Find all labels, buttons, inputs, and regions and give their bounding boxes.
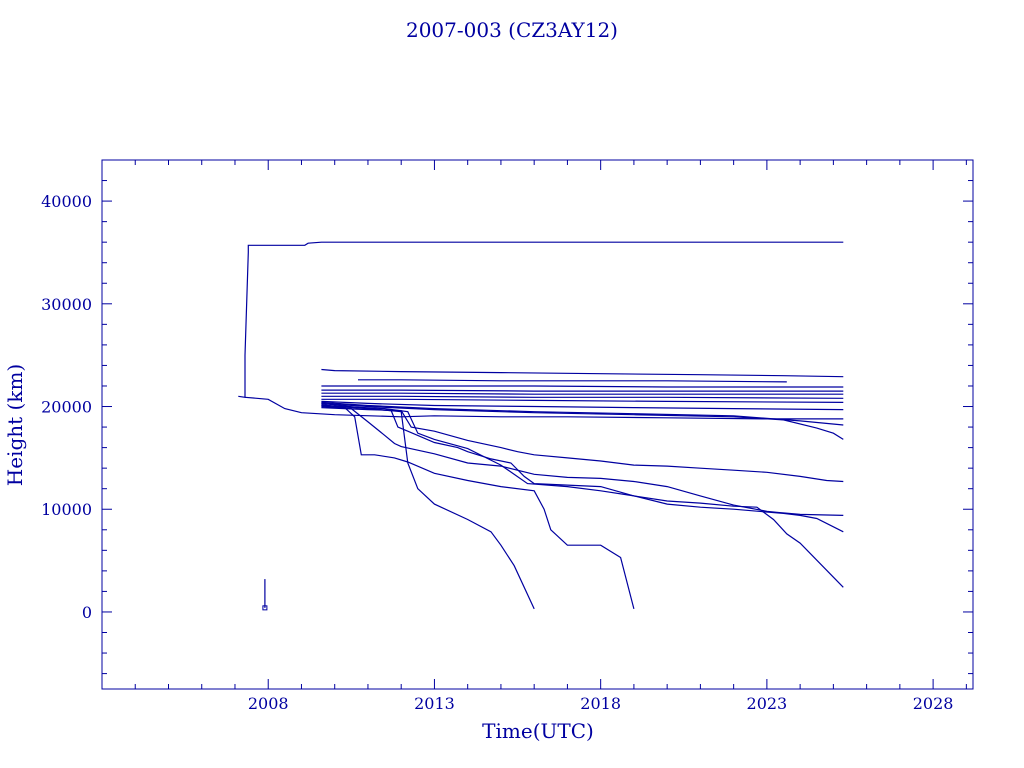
x-tick-label: 2028 xyxy=(913,694,954,713)
series-line-13 xyxy=(321,402,844,440)
x-tick-label: 2023 xyxy=(747,694,788,713)
series-line-12 xyxy=(321,401,844,426)
series-line-16 xyxy=(321,404,844,533)
y-tick-label: 10000 xyxy=(41,500,92,519)
series-line-1 xyxy=(238,241,844,398)
y-tick-label: 40000 xyxy=(41,192,92,211)
series-line-10 xyxy=(321,398,844,403)
y-tick-label: 20000 xyxy=(41,398,92,417)
y-tick-label: 30000 xyxy=(41,295,92,314)
series-group xyxy=(238,241,844,611)
y-tick-label: 0 xyxy=(82,603,92,622)
x-tick-label: 2008 xyxy=(248,694,289,713)
series-line-2 xyxy=(244,396,844,420)
chart-title: 2007-003 (CZ3AY12) xyxy=(406,18,618,42)
series-line-18 xyxy=(321,407,844,483)
x-tick-label: 2013 xyxy=(414,694,455,713)
x-tick-label: 2018 xyxy=(580,694,621,713)
series-line-11 xyxy=(321,400,844,411)
tick-labels: 2008 2013 2018 2023 2028 0 10000 20000 30000 4000… xyxy=(41,192,953,713)
plot-frame xyxy=(101,159,974,690)
series-line-5 xyxy=(358,379,787,383)
series-line-14 xyxy=(321,403,635,610)
x-axis-label: Time(UTC) xyxy=(482,719,594,743)
axis-ticks xyxy=(101,159,973,689)
series-line-9 xyxy=(321,395,844,399)
series-line-6 xyxy=(321,385,844,388)
series-line-4 xyxy=(321,368,844,378)
series-line-8 xyxy=(321,392,844,395)
series-line-19 xyxy=(321,404,844,588)
series-line-17 xyxy=(321,405,844,516)
series-line-15 xyxy=(321,402,535,610)
end-marker xyxy=(262,605,268,611)
series-line-7 xyxy=(321,389,844,392)
y-axis-label: Height (km) xyxy=(3,364,27,486)
